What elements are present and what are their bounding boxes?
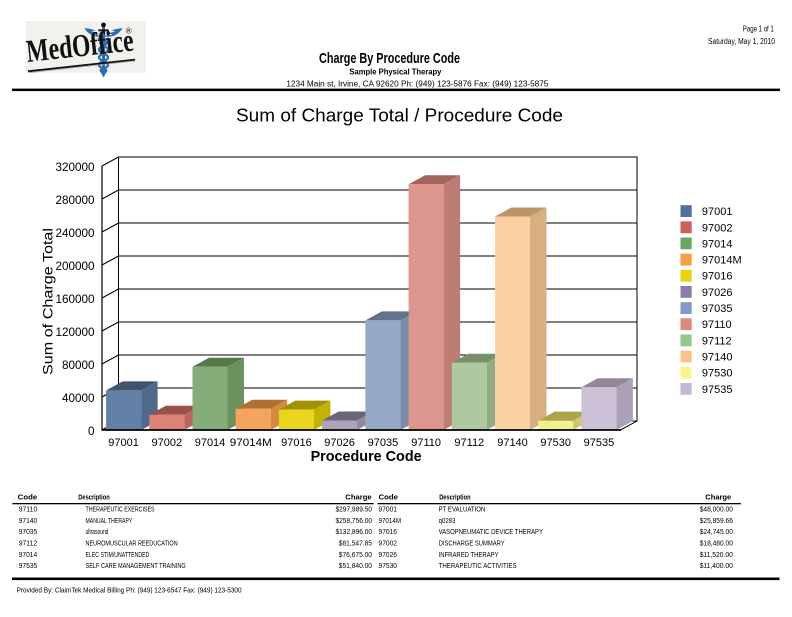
svg-text:$25,859.66: $25,859.66 (700, 518, 733, 525)
svg-text:THERAPEUTIC ACTIVITIES: THERAPEUTIC ACTIVITIES (439, 563, 517, 570)
svg-text:97016: 97016 (281, 437, 312, 449)
svg-text:$11,400.00: $11,400.00 (700, 563, 733, 570)
svg-text:ELEC STIM/UNATTENDED: ELEC STIM/UNATTENDED (86, 552, 150, 559)
svg-text:120000: 120000 (55, 326, 95, 339)
svg-text:97002: 97002 (702, 222, 733, 234)
svg-text:97002: 97002 (379, 541, 398, 548)
svg-text:®: ® (126, 27, 132, 36)
svg-text:97140: 97140 (702, 352, 733, 364)
svg-text:Code: Code (18, 493, 38, 502)
svg-text:$18,480.00: $18,480.00 (700, 541, 733, 548)
svg-text:240000: 240000 (55, 227, 95, 240)
svg-text:97535: 97535 (584, 437, 615, 449)
svg-text:160000: 160000 (55, 293, 95, 306)
svg-text:97535: 97535 (19, 563, 38, 570)
svg-text:97535: 97535 (702, 384, 733, 396)
svg-text:$51,840.00: $51,840.00 (339, 563, 372, 570)
svg-text:97112: 97112 (19, 541, 38, 548)
svg-text:200000: 200000 (55, 260, 95, 273)
svg-text:97026: 97026 (379, 552, 398, 559)
svg-text:Sum of Charge Total / Procedur: Sum of Charge Total / Procedure Code (236, 106, 563, 126)
svg-text:97140: 97140 (497, 437, 528, 449)
svg-text:q0283: q0283 (439, 518, 456, 525)
svg-text:97035: 97035 (702, 303, 733, 315)
svg-text:Charge: Charge (345, 493, 371, 502)
svg-text:$81,547.85: $81,547.85 (339, 541, 372, 548)
svg-text:97014M: 97014M (702, 255, 742, 267)
svg-text:97001: 97001 (379, 507, 398, 514)
svg-text:97140: 97140 (19, 518, 38, 525)
svg-text:97001: 97001 (108, 437, 139, 449)
svg-text:97110: 97110 (702, 319, 732, 331)
svg-text:$24,745.00: $24,745.00 (700, 529, 733, 536)
svg-text:40000: 40000 (62, 392, 95, 405)
svg-text:97530: 97530 (702, 368, 733, 380)
svg-text:97110: 97110 (411, 437, 441, 449)
svg-text:$11,520.00: $11,520.00 (700, 552, 733, 559)
svg-text:Provided By: ClaimTek Medical: Provided By: ClaimTek Medical Billing Ph… (17, 585, 242, 594)
svg-text:97016: 97016 (379, 529, 398, 536)
svg-text:97035: 97035 (368, 437, 399, 449)
svg-text:Saturday, May 1, 2010: Saturday, May 1, 2010 (708, 37, 775, 46)
svg-text:Description: Description (78, 493, 110, 502)
svg-text:Charge By Procedure Code: Charge By Procedure Code (319, 50, 460, 67)
svg-text:97014: 97014 (19, 552, 38, 559)
svg-text:ultrasound: ultrasound (86, 529, 109, 536)
svg-text:97014M: 97014M (379, 518, 402, 525)
svg-text:Sum of Charge Total: Sum of Charge Total (40, 228, 55, 375)
svg-text:SELF CARE MANAGEMENT TRAINING: SELF CARE MANAGEMENT TRAINING (86, 563, 186, 570)
svg-text:97001: 97001 (702, 206, 733, 218)
svg-text:MANUAL THERAPY: MANUAL THERAPY (86, 518, 133, 525)
svg-text:Charge: Charge (705, 493, 731, 502)
svg-text:80000: 80000 (62, 359, 95, 372)
svg-text:97110: 97110 (19, 507, 38, 514)
svg-text:0: 0 (88, 425, 95, 438)
svg-text:$258,756.00: $258,756.00 (336, 518, 373, 525)
svg-text:97035: 97035 (19, 529, 38, 536)
svg-text:97002: 97002 (152, 437, 183, 449)
svg-text:97530: 97530 (540, 437, 571, 449)
svg-text:Sample Physical Therapy: Sample Physical Therapy (349, 67, 442, 76)
svg-text:97014M: 97014M (230, 437, 272, 449)
svg-text:Code: Code (379, 493, 399, 502)
svg-text:INFRARED THERAPY: INFRARED THERAPY (439, 552, 499, 559)
svg-text:97026: 97026 (702, 287, 733, 299)
svg-text:Procedure Code: Procedure Code (311, 448, 422, 465)
svg-text:NEUROMUSCULAR REEDUCATION: NEUROMUSCULAR REEDUCATION (86, 541, 178, 548)
svg-text:Description: Description (439, 493, 471, 502)
svg-text:DISCHARGE SUMMARY: DISCHARGE SUMMARY (439, 541, 505, 548)
svg-text:320000: 320000 (55, 161, 95, 174)
svg-text:Page 1 of 1: Page 1 of 1 (743, 24, 774, 33)
svg-text:PT EVALUATION: PT EVALUATION (439, 507, 486, 514)
svg-text:280000: 280000 (55, 194, 95, 207)
svg-text:97026: 97026 (324, 437, 355, 449)
svg-text:97530: 97530 (379, 563, 398, 570)
svg-text:$297,989.50: $297,989.50 (336, 507, 373, 514)
svg-text:97014: 97014 (195, 437, 226, 449)
svg-text:97112: 97112 (454, 437, 484, 449)
svg-text:THERAPEUTIC EXERCISES: THERAPEUTIC EXERCISES (86, 507, 155, 514)
svg-text:$132,896.00: $132,896.00 (336, 529, 373, 536)
svg-text:$76,675.00: $76,675.00 (339, 552, 372, 559)
svg-text:VASOPNEUMATIC DEVICE THERAPY: VASOPNEUMATIC DEVICE THERAPY (439, 529, 544, 536)
svg-text:97016: 97016 (702, 271, 733, 283)
svg-text:1234 Main st, Irvine, CA 92620: 1234 Main st, Irvine, CA 92620 Ph: (949)… (286, 79, 549, 88)
svg-text:97112: 97112 (702, 335, 732, 347)
svg-text:97014: 97014 (702, 238, 733, 250)
svg-text:$48,000.00: $48,000.00 (700, 507, 733, 514)
